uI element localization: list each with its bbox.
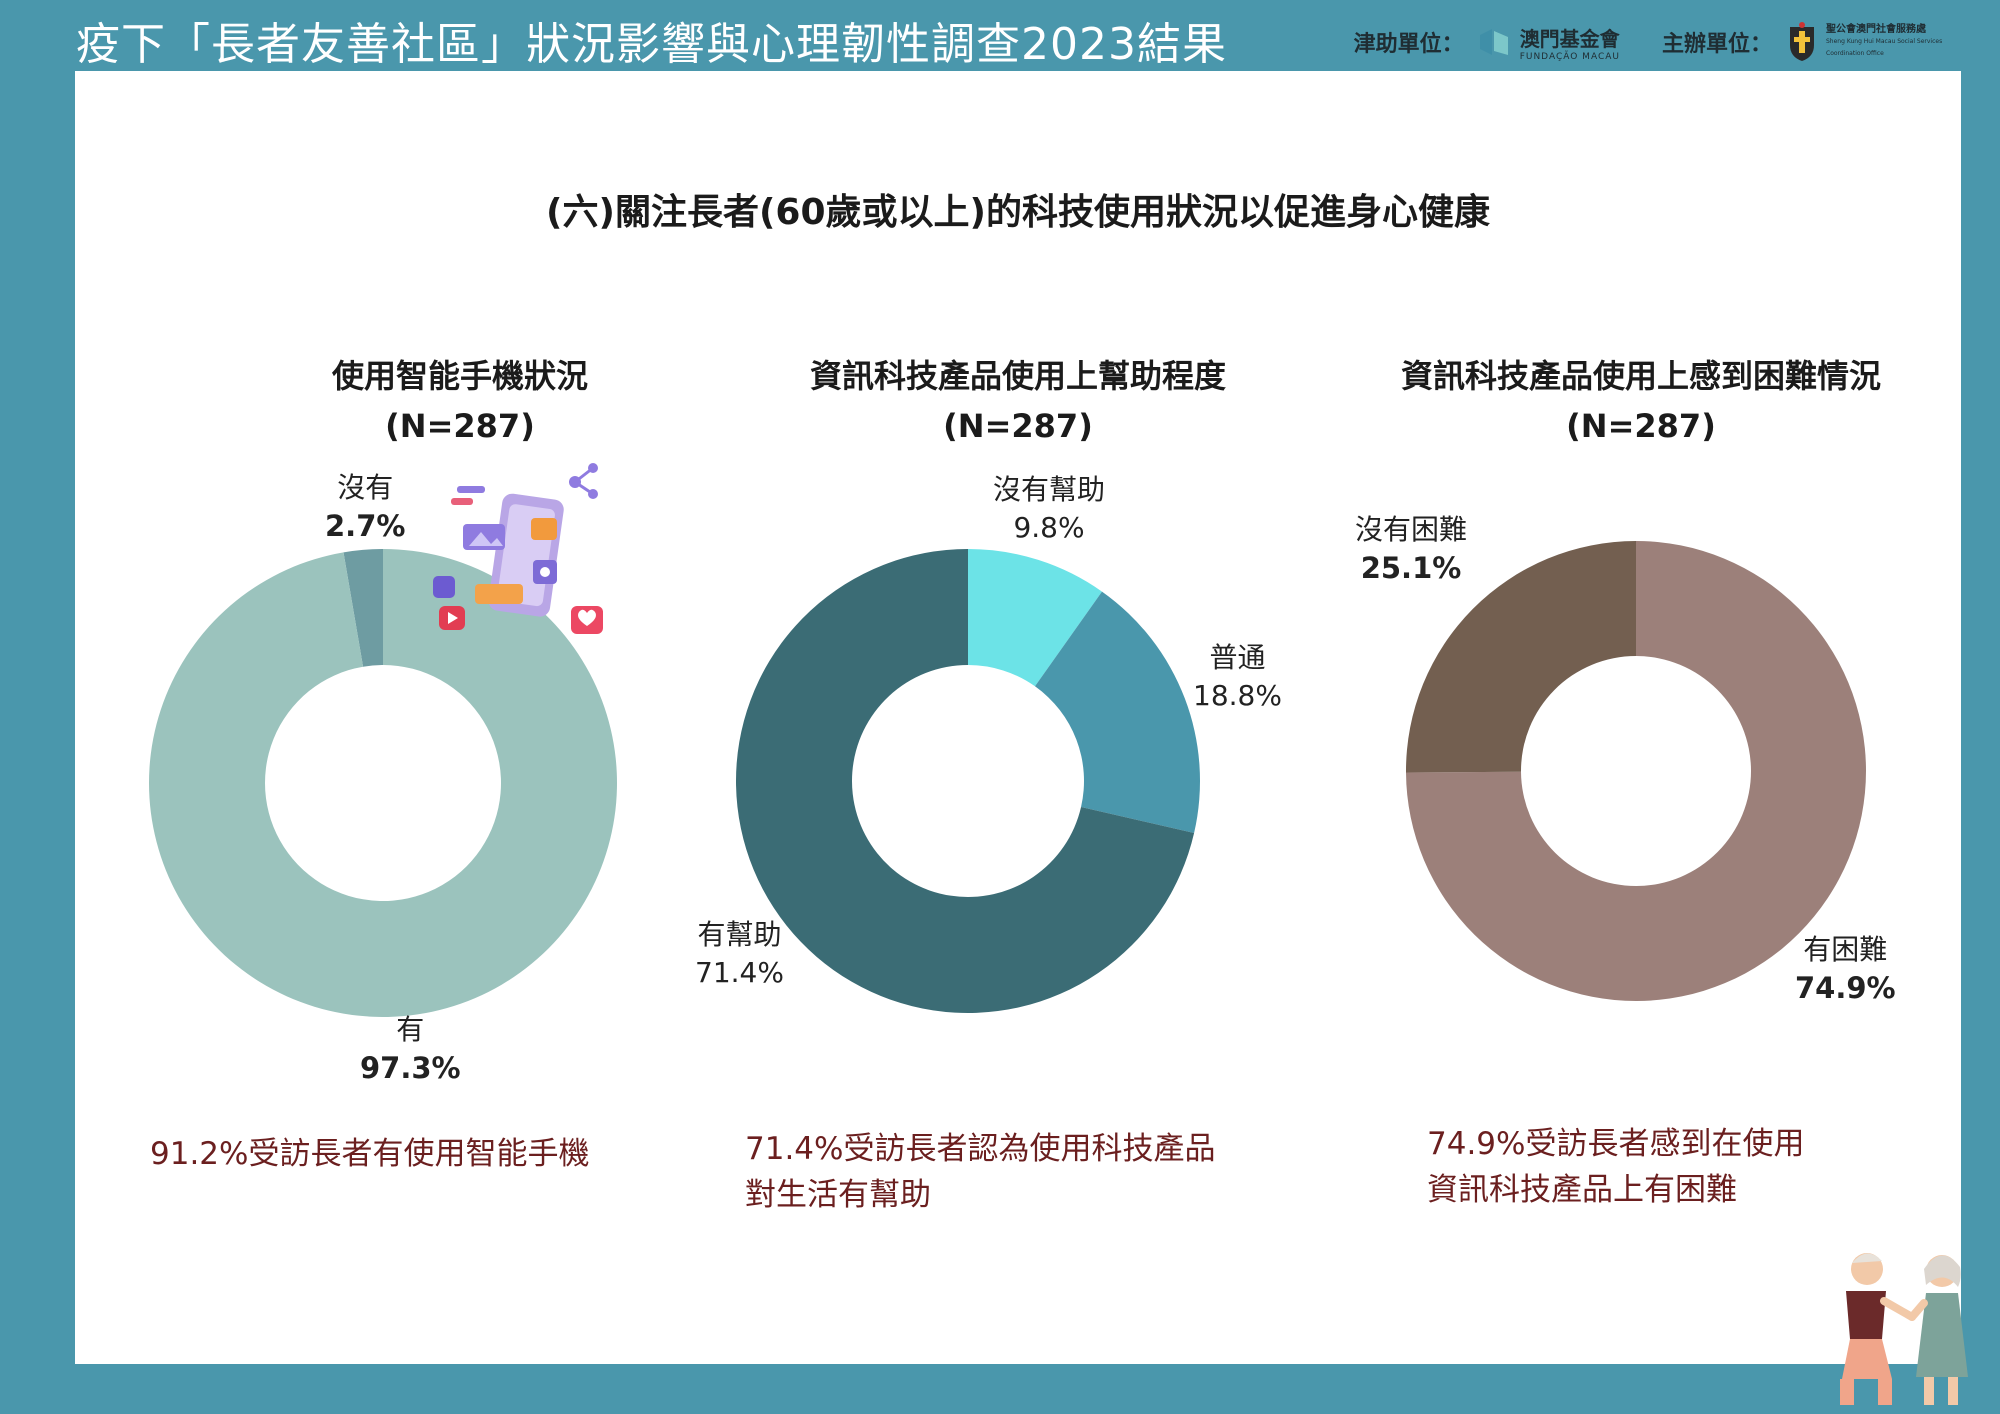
chart3-caption: 74.9%受訪長者感到在使用 資訊科技產品上有困難 — [1427, 1126, 1805, 1208]
page-title: 疫下「長者友善社區」狀況影響與心理韌性調查2023結果 — [76, 19, 1227, 70]
chart2-slice-1 — [1034, 591, 1200, 834]
organizer-logo: 聖公會澳門社會服務處 Sheng Kung Hui Macau Social S… — [1786, 21, 1976, 63]
smartphone-social-icon — [433, 463, 603, 634]
chart2-title: 資訊科技產品使用上幫助程度 (N=287) — [809, 357, 1226, 445]
chart1-label-no: 沒有 2.7% — [325, 471, 406, 543]
chart2-slice-0 — [968, 549, 1102, 687]
chart2-slice-2 — [735, 549, 1195, 1013]
chart2-caption: 71.4%受訪長者認為使用科技產品 對生活有幫助 — [745, 1131, 1216, 1213]
chart1-slice-1 — [343, 549, 383, 667]
chart1-caption: 91.2%受訪長者有使用智能手機 — [150, 1136, 590, 1172]
sponsor-logo: 澳門基金會 FUNDAÇÃO MACAU — [1478, 23, 1620, 62]
chart1-title: 使用智能手機狀況 (N=287) — [331, 357, 588, 445]
donut-charts — [149, 541, 1866, 1017]
chart1-label-yes: 有 97.3% — [360, 1013, 461, 1085]
chart2-label-not-helpful: 沒有幫助 9.8% — [993, 473, 1106, 544]
chart3-slice-0 — [1406, 541, 1866, 1001]
elderly-couple-dancing-icon — [1840, 1253, 1968, 1405]
shield-crest-icon — [1790, 22, 1814, 61]
chart2-label-neutral: 普通 18.8% — [1193, 641, 1282, 712]
sponsor-bar: 津助單位： 澳門基金會 FUNDAÇÃO MACAU 主辦單位： 聖公會澳門社會… — [1354, 18, 1976, 66]
chart3-slice-1 — [1406, 541, 1636, 773]
foundation-logo-icon — [1479, 29, 1508, 55]
organizer-label: 主辦單位： — [1661, 32, 1772, 57]
chart3-label-no-difficulty: 沒有困難 25.1% — [1355, 513, 1468, 585]
content-panel: (六)關注長者(60歲或以上)的科技使用狀況以促進身心健康 使用智能手機狀況 (… — [75, 71, 1961, 1364]
chart3-label-difficulty: 有困難 74.9% — [1795, 933, 1896, 1005]
section-title: (六)關注長者(60歲或以上)的科技使用狀況以促進身心健康 — [546, 192, 1490, 233]
sponsor-label: 津助單位： — [1353, 32, 1464, 57]
chart2-label-helpful: 有幫助 71.4% — [695, 918, 784, 989]
chart1-slice-0 — [149, 549, 618, 1017]
chart3-title: 資訊科技產品使用上感到困難情況 (N=287) — [1400, 357, 1881, 445]
